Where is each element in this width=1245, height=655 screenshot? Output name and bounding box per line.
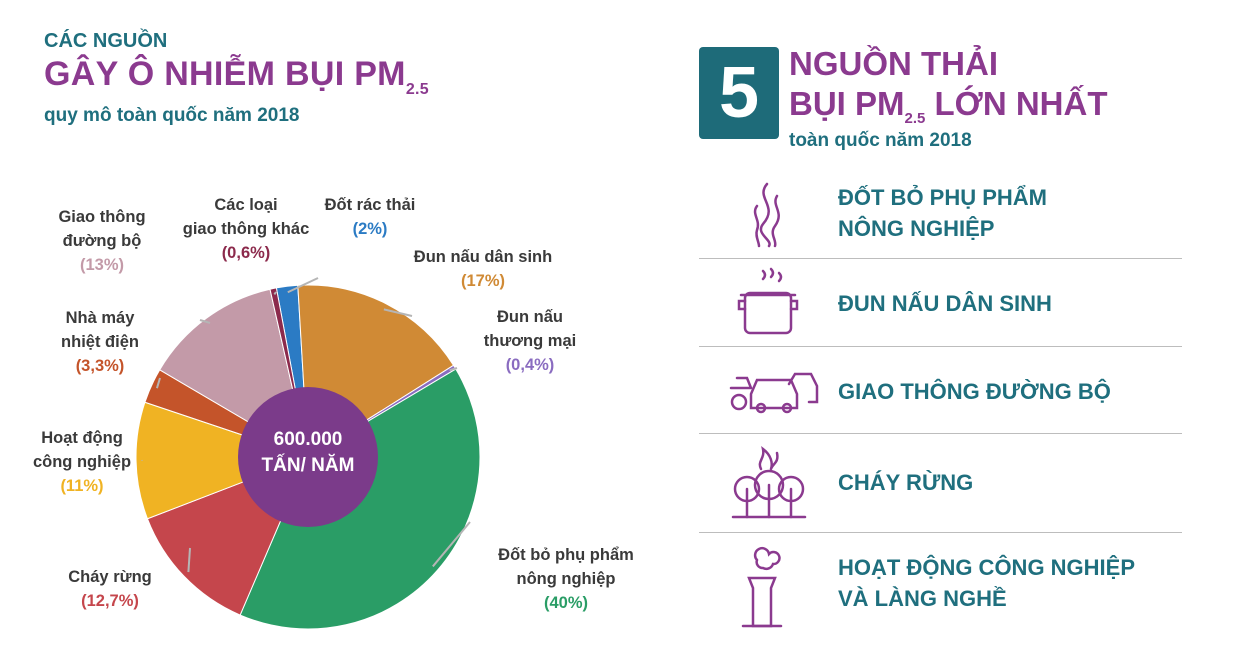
item-text: HOẠT ĐỘNG CÔNG NGHIỆP VÀ LÀNG NGHỀ (838, 555, 1136, 611)
slice-label: công nghiệp (33, 453, 131, 471)
right-title-line1: NGUỒN THẢI (789, 45, 998, 82)
slice-percent: (12,7%) (81, 592, 139, 610)
slice-label: Các loại (214, 196, 277, 214)
left-header: CÁC NGUỒN GÂY Ô NHIỄM BỤI PM2.5 quy mô t… (44, 30, 429, 127)
leader-line (273, 291, 277, 295)
slice-label: nhiệt điện (61, 333, 139, 351)
right-title-line2: BỤI PM2.5 LỚN NHẤT (789, 85, 1108, 127)
divider (699, 258, 1182, 259)
leader-line (383, 308, 413, 317)
item-text: ĐỐT BỎ PHỤ PHẨM NÔNG NGHIỆP (838, 185, 1047, 241)
pie-center-circle (238, 387, 378, 527)
slice-percent: (17%) (461, 272, 505, 290)
slice-label: Đun nấu (497, 308, 563, 326)
divider (699, 346, 1182, 347)
pie-slice (135, 401, 310, 520)
chart-title: GÂY Ô NHIỄM BỤI PM2.5 (44, 55, 429, 98)
slice-percent: (11%) (60, 477, 103, 495)
slice-percent: (2%) (353, 220, 388, 238)
list-item: GIAO THÔNG ĐƯỜNG BỘ (699, 348, 1182, 434)
right-subtitle: toàn quốc năm 2018 (789, 130, 972, 151)
cooking-pot-icon (737, 267, 799, 335)
slice-label: Giao thông (58, 208, 145, 226)
item-text: CHÁY RỪNG (838, 470, 974, 495)
leader-line (449, 367, 458, 372)
factory-chimney-icon (741, 547, 783, 628)
list-item: HOẠT ĐỘNG CÔNG NGHIỆP VÀ LÀNG NGHỀ (699, 534, 1182, 634)
list-item: CHÁY RỪNG (699, 435, 1182, 531)
title-subscript: 2.5 (405, 81, 429, 98)
pie-chart: 600.000 TẤN/ NĂM Đốt rác thải (2%) Đun nấu… (33, 196, 634, 630)
divider (699, 433, 1182, 434)
right-title: NGUỒN THẢI BỤI PM2.5 LỚN NHẤT (789, 44, 1108, 139)
chart-subtitle: quy mô toàn quốc năm 2018 (44, 105, 300, 126)
slice-label: thương mại (484, 332, 576, 350)
slice-label: Cháy rừng (68, 568, 151, 586)
forest-fire-icon (731, 446, 807, 519)
slice-label: Nhà máy (66, 309, 136, 327)
slice-label: nông nghiệp (517, 570, 616, 588)
leader-line (187, 547, 191, 573)
slice-percent: (40%) (544, 594, 588, 612)
chart-kicker: CÁC NGUỒN (44, 30, 168, 52)
slice-percent: (3,3%) (76, 357, 125, 375)
slice-percent: (0,4%) (506, 356, 555, 374)
item-text: GIAO THÔNG ĐƯỜNG BỘ (838, 379, 1111, 404)
list-item: ĐỐT BỎ PHỤ PHẨM NÔNG NGHIỆP (699, 172, 1182, 257)
center-unit: TẤN/ NĂM (262, 454, 355, 476)
number-badge: 5 (699, 47, 779, 139)
leader-line (432, 521, 471, 568)
slice-label: Đốt rác thải (325, 196, 416, 214)
item-text: ĐUN NẤU DÂN SINH (838, 291, 1052, 316)
list-item: ĐUN NẤU DÂN SINH (699, 260, 1182, 346)
slice-label: Đun nấu dân sinh (414, 248, 552, 266)
slice-label: giao thông khác (183, 220, 310, 238)
flame-icon (753, 182, 780, 248)
slice-percent: (0,6%) (222, 244, 271, 262)
slice-percent: (13%) (80, 256, 124, 274)
leader-line (155, 377, 161, 389)
slice-label: Hoạt động (41, 429, 123, 447)
slice-label: đường bộ (63, 232, 142, 250)
center-value: 600.000 (274, 429, 343, 450)
vehicles-icon (729, 372, 819, 414)
leader-line (199, 319, 211, 324)
slice-label: Đốt bỏ phụ phẩm (498, 546, 634, 564)
divider (699, 532, 1182, 533)
leader-line (287, 277, 319, 294)
